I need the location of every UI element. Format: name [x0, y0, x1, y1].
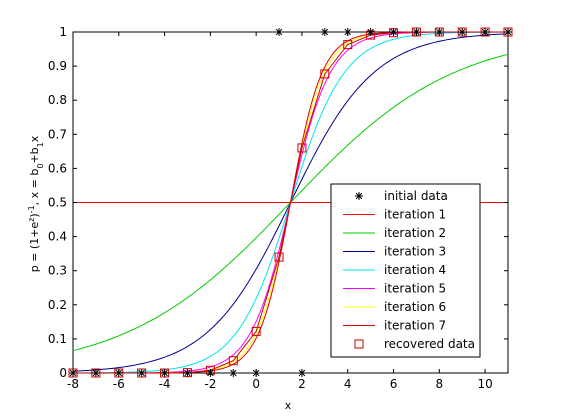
- x-tick-label: -2: [204, 377, 216, 391]
- star-stroke: [355, 192, 363, 200]
- legend-label: iteration 7: [384, 319, 446, 333]
- initial-data-marker: [412, 28, 421, 36]
- initial-data-marker: [91, 369, 100, 377]
- legend-label: iteration 2: [384, 226, 446, 240]
- recovered-data-marker: [297, 143, 307, 153]
- y-tick-label: 0.6: [48, 161, 67, 175]
- legend-label: initial data: [384, 189, 448, 203]
- legend-marker-recovered-data: [354, 339, 364, 349]
- legend-label: iteration 1: [384, 208, 446, 222]
- y-tick-label: 0.8: [48, 93, 67, 107]
- initial-data-marker: [275, 28, 284, 36]
- recovered-data-marker: [343, 40, 353, 50]
- recovered-data-marker: [320, 69, 330, 79]
- star-stroke: [413, 28, 420, 36]
- initial-data-marker: [183, 369, 192, 377]
- x-axis: -8 -6 -4 -2 0 2 4 6 8 10: [67, 32, 493, 391]
- initial-data-marker: [320, 28, 329, 36]
- legend-label: recovered data: [384, 337, 475, 351]
- y-tick-label: 0.2: [48, 298, 67, 312]
- y-tick-label: 0.4: [48, 230, 67, 244]
- recovered-data-marker: [274, 252, 284, 262]
- recovered-data-marker: [228, 356, 238, 366]
- star-stroke: [367, 28, 374, 36]
- x-tick-label: 4: [344, 377, 352, 391]
- star-stroke: [184, 369, 191, 377]
- x-tick-label: -8: [67, 377, 79, 391]
- star-stroke: [275, 28, 283, 36]
- star-stroke: [458, 28, 466, 36]
- initial-data-marker: [458, 28, 467, 36]
- y-tick-label: 0.9: [48, 59, 67, 73]
- star-stroke: [92, 369, 100, 377]
- x-axis-label: x: [285, 399, 292, 412]
- y-tick-label: 0.5: [48, 196, 67, 210]
- legend-marker-initial-data: [355, 192, 363, 200]
- x-tick-label: 8: [435, 377, 443, 391]
- legend: initial data iteration 1 iteration 2 iterat…: [330, 183, 481, 358]
- star-stroke: [138, 369, 145, 377]
- initial-data-marker: [137, 369, 146, 377]
- y-tick-label: 0.7: [48, 127, 67, 141]
- x-tick-label: -4: [159, 377, 171, 391]
- x-tick-label: 6: [390, 377, 398, 391]
- initial-data-marker: [366, 28, 375, 36]
- star-stroke: [230, 369, 237, 377]
- recovered-data-marker: [251, 326, 261, 336]
- legend-label: iteration 6: [384, 300, 446, 314]
- x-tick-label: 10: [477, 377, 492, 391]
- x-tick-label: 2: [298, 377, 306, 391]
- y-tick-label: 1: [59, 25, 67, 39]
- legend-label: iteration 5: [384, 282, 446, 296]
- x-tick-label: 0: [252, 377, 260, 391]
- x-tick-label: -6: [113, 377, 125, 391]
- y-tick-label: 0.3: [48, 264, 67, 278]
- legend-label: iteration 4: [384, 263, 446, 277]
- legend-label: iteration 3: [384, 245, 446, 259]
- y-axis-label: p = (1+ez)-1, x = b0+b1x: [27, 135, 45, 272]
- initial-data-marker: [229, 369, 238, 377]
- star-stroke: [321, 28, 329, 36]
- y-axis: 0 0.1 0.2 0.3 0.4 0.5 0.6 0.7 0.8 0.9 1: [48, 25, 508, 380]
- y-tick-label: 0: [59, 366, 67, 380]
- y-tick-label: 0.1: [48, 332, 67, 346]
